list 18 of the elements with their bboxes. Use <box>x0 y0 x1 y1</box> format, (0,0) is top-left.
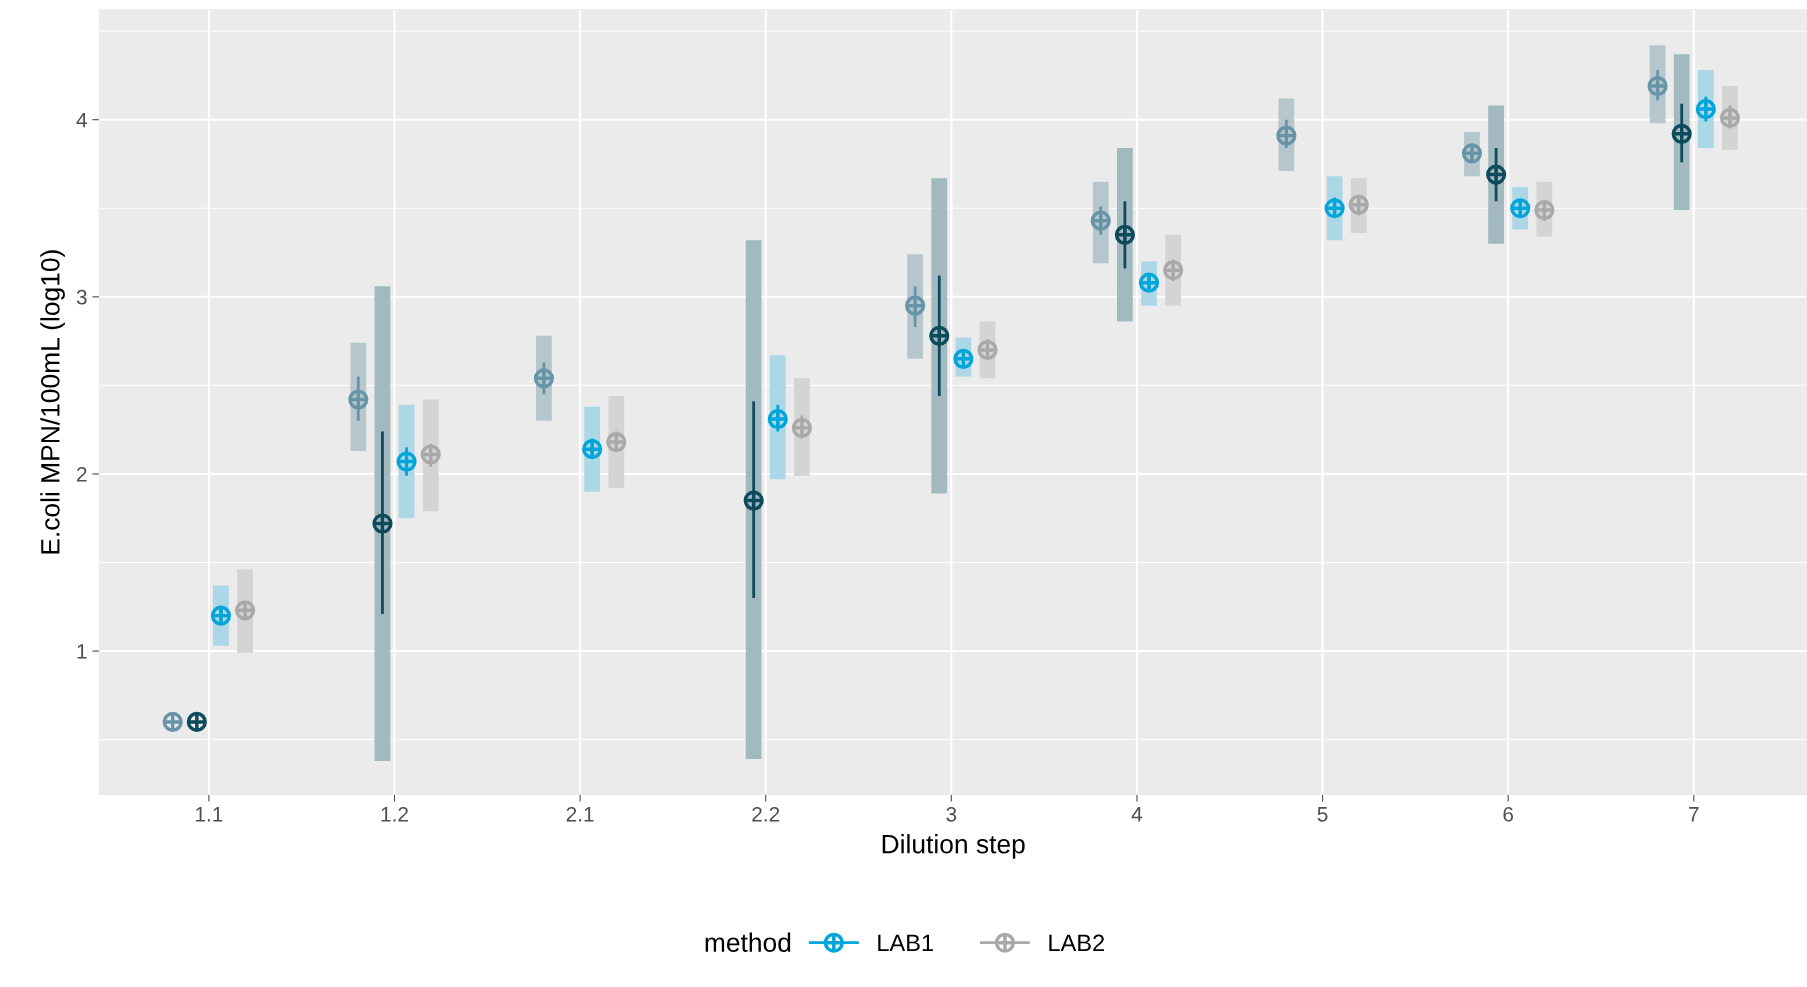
y-tick-label: 4 <box>76 112 87 128</box>
x-tick-label: 3 <box>946 806 957 822</box>
legend-label: LAB2 <box>1049 934 1105 951</box>
y-tick-label: 1 <box>77 644 87 659</box>
x-tick-label: 6 <box>1503 806 1514 822</box>
x-tick-label: 5 <box>1317 807 1328 822</box>
x-tick-label: 1.1 <box>196 807 223 822</box>
x-axis-title: Dilution step <box>882 834 1025 859</box>
x-tick-label: 4 <box>1131 807 1143 822</box>
y-tick-label: 3 <box>76 289 87 305</box>
x-tick-label: 1.2 <box>381 806 408 822</box>
legend-title: method <box>705 932 791 952</box>
x-tick-label: 2.2 <box>752 806 780 822</box>
legend-label: LAB1 <box>878 934 933 951</box>
y-axis-title: E.coli MPN/100mL (log10) <box>40 250 65 554</box>
x-tick-label: 7 <box>1689 807 1699 822</box>
x-tick-label: 2.1 <box>566 806 594 822</box>
y-tick-label: 2 <box>77 466 87 482</box>
